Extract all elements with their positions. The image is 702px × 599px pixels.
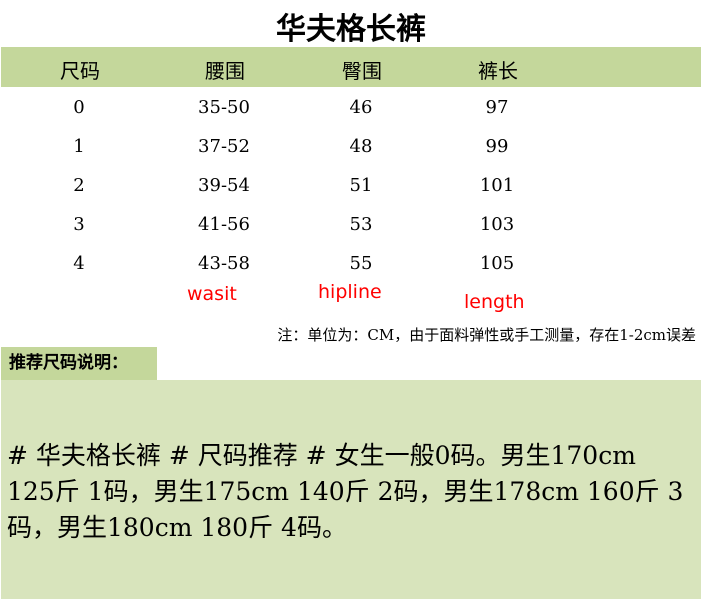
header-waist: 腰围 bbox=[205, 59, 245, 83]
table-cell: 103 bbox=[479, 214, 515, 235]
table-header: 尺码 腰围 臀围 裤长 bbox=[1, 47, 701, 87]
table-cell: 2 bbox=[73, 175, 85, 196]
table-cell: 97 bbox=[485, 97, 509, 118]
page-title: 华夫格长裤 bbox=[276, 12, 426, 47]
table-row: 3 41-56 53 103 bbox=[0, 206, 702, 245]
table-cell: 3 bbox=[73, 214, 85, 235]
table-cell: 41-56 bbox=[198, 214, 250, 235]
unit-note: 注：单位为：CM，由于面料弹性或手工测量，存在1-2cm误差 bbox=[277, 326, 696, 344]
table-cell: 4 bbox=[73, 253, 85, 274]
waist-annotation: wasit bbox=[187, 283, 237, 305]
table-cell: 53 bbox=[349, 214, 373, 235]
table-cell: 39-54 bbox=[198, 175, 250, 196]
table-cell: 1 bbox=[73, 136, 85, 157]
table-row: 0 35-50 46 97 bbox=[0, 89, 702, 128]
recommend-box bbox=[1, 380, 701, 599]
header-hip: 臀围 bbox=[342, 59, 382, 83]
table-cell: 37-52 bbox=[198, 136, 250, 157]
table-cell: 99 bbox=[485, 136, 509, 157]
table-cell: 51 bbox=[349, 175, 373, 196]
table-cell: 101 bbox=[479, 175, 515, 196]
recommend-label: 推荐尺码说明： bbox=[1, 347, 157, 380]
hip-annotation: hipline bbox=[318, 281, 382, 303]
table-row: 4 43-58 55 105 bbox=[0, 245, 702, 284]
table-cell: 48 bbox=[349, 136, 373, 157]
table-cell: 55 bbox=[349, 253, 373, 274]
table-row: 2 39-54 51 101 bbox=[0, 167, 702, 206]
table-cell: 35-50 bbox=[198, 97, 250, 118]
table-cell: 105 bbox=[479, 253, 515, 274]
table-row: 1 37-52 48 99 bbox=[0, 128, 702, 167]
length-annotation: length bbox=[464, 291, 525, 313]
header-size: 尺码 bbox=[60, 59, 100, 83]
table-cell: 46 bbox=[349, 97, 373, 118]
table-cell: 43-58 bbox=[198, 253, 250, 274]
header-length: 裤长 bbox=[478, 59, 518, 83]
table-cell: 0 bbox=[73, 97, 85, 118]
recommend-text: # 华夫格长裤 # 尺码推荐 # 女生一般0码。男生170cm 125斤 1码，… bbox=[7, 441, 684, 542]
